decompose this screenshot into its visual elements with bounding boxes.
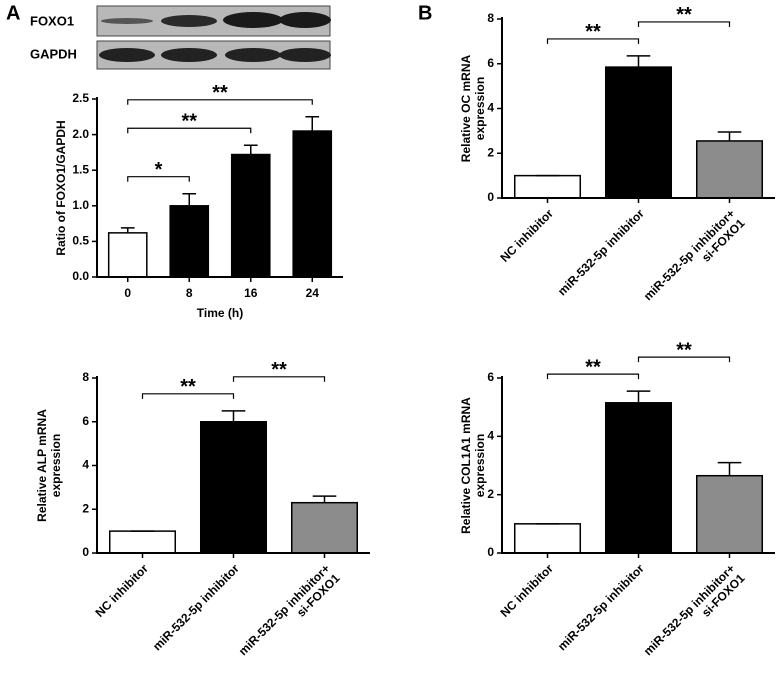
blot-label: GAPDH bbox=[30, 46, 77, 61]
y-tick-label: 0 bbox=[487, 190, 494, 204]
axis bbox=[501, 376, 775, 554]
bar bbox=[695, 140, 764, 199]
significance-label: ** bbox=[180, 376, 196, 398]
x-tick-label: miR-532-5p inhibitor+si-FOXO1 bbox=[641, 206, 748, 313]
significance-label: ** bbox=[181, 111, 197, 133]
x-tick-label: 0 bbox=[124, 286, 131, 300]
y-tick-label: 8 bbox=[487, 11, 494, 25]
significance-label: ** bbox=[212, 82, 228, 104]
significance-label: ** bbox=[585, 356, 601, 378]
y-axis-label: Ratio of FOXO1/GAPDH bbox=[54, 120, 68, 255]
y-tick-label: 8 bbox=[82, 370, 89, 384]
y-axis-label: Relative OC mRNAexpression bbox=[459, 54, 487, 162]
x-tick-label: 24 bbox=[306, 286, 320, 300]
blot-band bbox=[161, 48, 217, 62]
y-tick-label: 2 bbox=[82, 501, 89, 515]
axis bbox=[96, 97, 343, 278]
bar bbox=[604, 402, 673, 554]
bar bbox=[604, 66, 673, 199]
y-tick-label: 0 bbox=[82, 545, 89, 559]
error-bar bbox=[626, 55, 651, 68]
significance-label: ** bbox=[676, 4, 692, 26]
panel-label: A bbox=[6, 2, 20, 24]
blot-band bbox=[223, 12, 283, 28]
x-tick-label: 16 bbox=[244, 286, 258, 300]
x-tick-label: NC inhibitor bbox=[497, 561, 556, 620]
bar bbox=[513, 523, 582, 554]
significance-bracket bbox=[127, 176, 190, 182]
x-axis-label: Time (h) bbox=[197, 306, 243, 320]
bar bbox=[169, 205, 210, 278]
y-tick-label: 1.5 bbox=[72, 162, 89, 176]
significance-bracket bbox=[546, 38, 640, 44]
y-tick-label: 2.0 bbox=[72, 127, 89, 141]
bar bbox=[290, 501, 359, 554]
significance-bracket bbox=[127, 99, 313, 105]
y-axis-label: Relative ALP mRNAexpression bbox=[35, 409, 63, 522]
bar bbox=[230, 153, 271, 278]
blot-band bbox=[99, 48, 155, 62]
y-tick-label: 6 bbox=[487, 370, 494, 384]
error-bar bbox=[717, 131, 742, 141]
error-bar bbox=[120, 227, 135, 233]
significance-label: * bbox=[155, 159, 163, 181]
significance-bracket bbox=[232, 376, 326, 382]
blot-band bbox=[279, 12, 331, 28]
y-tick-label: 0 bbox=[487, 545, 494, 559]
x-tick-label: miR-532-5p inhibitor bbox=[555, 206, 647, 298]
y-tick-label: 2.5 bbox=[72, 91, 89, 105]
axis bbox=[96, 376, 370, 554]
significance-label: ** bbox=[271, 359, 287, 381]
bar bbox=[199, 421, 268, 554]
axis bbox=[501, 17, 775, 199]
y-tick-label: 4 bbox=[487, 101, 494, 115]
blot-label: FOXO1 bbox=[30, 13, 74, 28]
bar bbox=[107, 232, 148, 278]
bar bbox=[695, 474, 764, 554]
y-tick-label: 1.0 bbox=[72, 198, 89, 212]
y-tick-label: 0.5 bbox=[72, 234, 89, 248]
significance-label: ** bbox=[585, 21, 601, 43]
error-bar bbox=[182, 192, 197, 206]
x-tick-label: miR-532-5p inhibitor bbox=[150, 561, 242, 653]
significance-bracket bbox=[141, 393, 235, 399]
significance-bracket bbox=[546, 373, 640, 380]
bar bbox=[513, 174, 582, 199]
x-tick-label: NC inhibitor bbox=[92, 561, 151, 620]
x-tick-label: miR-532-5p inhibitor+si-FOXO1 bbox=[641, 561, 748, 668]
error-bar bbox=[305, 116, 320, 132]
y-tick-label: 4 bbox=[487, 429, 494, 443]
western-blot: FOXO1 GAPDH bbox=[30, 5, 331, 70]
x-tick-label: 8 bbox=[186, 286, 193, 300]
blot-band bbox=[161, 15, 217, 27]
significance-bracket bbox=[637, 356, 731, 363]
significance-bracket bbox=[127, 127, 252, 134]
panel-label: B bbox=[418, 2, 432, 24]
y-tick-label: 0.0 bbox=[72, 269, 89, 283]
bar bbox=[108, 530, 177, 554]
blot-band bbox=[101, 18, 153, 24]
y-tick-label: 2 bbox=[487, 487, 494, 501]
blot-band bbox=[279, 48, 331, 62]
error-bar bbox=[717, 461, 742, 476]
error-bar bbox=[312, 495, 337, 503]
y-tick-label: 2 bbox=[487, 145, 494, 159]
significance-bracket bbox=[637, 21, 731, 27]
significance-label: ** bbox=[676, 339, 692, 361]
error-bar bbox=[243, 144, 258, 155]
y-tick-label: 6 bbox=[82, 414, 89, 428]
blot-band bbox=[225, 48, 281, 62]
error-bar bbox=[221, 410, 246, 422]
x-tick-label: NC inhibitor bbox=[497, 206, 556, 265]
bar bbox=[292, 130, 333, 278]
y-tick-label: 4 bbox=[82, 458, 89, 472]
x-tick-label: miR-532-5p inhibitor+si-FOXO1 bbox=[236, 561, 343, 668]
y-axis-label: Relative COL1A1 mRNAexpression bbox=[459, 397, 487, 534]
error-bar bbox=[626, 390, 651, 403]
y-tick-label: 6 bbox=[487, 56, 494, 70]
x-tick-label: miR-532-5p inhibitor bbox=[555, 561, 647, 653]
